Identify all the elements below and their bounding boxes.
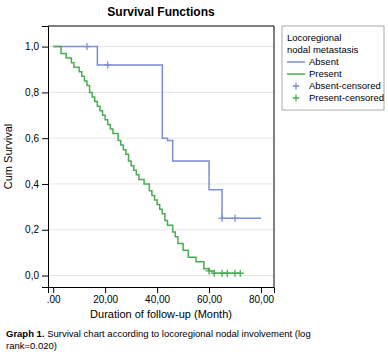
censored-marker bbox=[219, 215, 226, 222]
tick: .00 bbox=[47, 287, 61, 305]
tick: 0,4 bbox=[25, 179, 48, 190]
legend-label: Present bbox=[309, 68, 342, 79]
frame bbox=[274, 26, 275, 287]
censored-marker bbox=[83, 43, 90, 50]
tick: 0,2 bbox=[25, 224, 48, 235]
legend-symbol bbox=[287, 73, 305, 75]
tick-mark bbox=[42, 92, 48, 93]
legend-entry: Absent bbox=[287, 56, 339, 67]
tick-mark bbox=[42, 184, 48, 185]
x-axis-label: Duration of follow-up (Month) bbox=[90, 308, 232, 320]
tick-label: 20,00 bbox=[93, 294, 118, 305]
tick-label: 0,2 bbox=[25, 224, 39, 235]
tick-label: 0,0 bbox=[25, 270, 39, 281]
chart: .00 20,00 40,00 60,00 80,00 0,0 0,2 0,4 0,6 0,8 1,… bbox=[0, 0, 388, 359]
tick-label: 0,6 bbox=[25, 133, 39, 144]
y-axis: 0,0 0,2 0,4 0,6 0,8 1,0 bbox=[25, 27, 48, 288]
tick-mark bbox=[42, 276, 48, 277]
legend-label: Absent bbox=[309, 56, 339, 67]
survival-line bbox=[53, 47, 261, 219]
tick-mark bbox=[42, 47, 48, 48]
tick-mark bbox=[105, 287, 106, 293]
legend-symbol bbox=[293, 95, 300, 102]
tick: 40,00 bbox=[145, 287, 170, 305]
tick: 60,00 bbox=[197, 287, 222, 305]
censored-marker bbox=[211, 270, 218, 277]
censored-marker bbox=[104, 61, 111, 68]
legend-entry: Absent-censored bbox=[293, 80, 381, 91]
tick: 0,0 bbox=[25, 270, 48, 281]
survival-line bbox=[53, 47, 240, 274]
tick-label: .00 bbox=[47, 294, 61, 305]
tick-mark bbox=[53, 287, 54, 293]
legend-symbol bbox=[287, 61, 305, 63]
grid bbox=[48, 47, 274, 276]
tick: 0,6 bbox=[25, 133, 48, 144]
frame bbox=[48, 26, 274, 27]
legend-label: Absent-censored bbox=[309, 80, 381, 91]
tick: 20,00 bbox=[93, 287, 118, 305]
tick: 0,8 bbox=[25, 87, 48, 98]
censored-marks bbox=[83, 43, 238, 222]
y-axis-label: Cum Survival bbox=[2, 124, 14, 189]
tick-label: 80,00 bbox=[249, 294, 274, 305]
legend-label: Present-censored bbox=[309, 92, 384, 103]
tick: 1,0 bbox=[25, 41, 48, 52]
grid-line bbox=[48, 138, 274, 139]
axis-domain bbox=[49, 288, 275, 294]
legend-symbol bbox=[293, 83, 300, 90]
tick-label: 40,00 bbox=[145, 294, 170, 305]
tick-label: 0,8 bbox=[25, 87, 39, 98]
legend: Locoregionalnodal metastasisAbsentPresen… bbox=[282, 26, 384, 110]
title: Survival Functions bbox=[107, 5, 215, 19]
tick-mark bbox=[42, 138, 48, 139]
legend-entry: Present bbox=[287, 68, 342, 79]
legend-entry: Present-censored bbox=[293, 92, 384, 103]
grid-line bbox=[48, 229, 274, 230]
tick-mark bbox=[261, 287, 262, 293]
axis-domain bbox=[42, 27, 49, 288]
grid-line bbox=[48, 92, 274, 93]
tick-mark bbox=[42, 230, 48, 231]
x-axis: .00 20,00 40,00 60,00 80,00 bbox=[47, 287, 275, 305]
tick-mark bbox=[209, 287, 210, 293]
caption-text: Survival chart according to locoregional… bbox=[6, 328, 311, 351]
censored-marker bbox=[237, 270, 244, 277]
tick: 80,00 bbox=[249, 287, 274, 305]
caption-label: Graph 1. bbox=[6, 328, 45, 339]
tick-mark bbox=[157, 287, 158, 293]
legend-title: Locoregionalnodal metastasis bbox=[287, 32, 359, 55]
tick-label: 60,00 bbox=[197, 294, 222, 305]
censored-marks bbox=[206, 267, 244, 276]
plot-area: .00 20,00 40,00 60,00 80,00 0,0 0,2 0,4 0,6 0,8 1,… bbox=[25, 26, 274, 305]
grid-line bbox=[48, 183, 274, 184]
legend-frame bbox=[282, 26, 384, 110]
marks bbox=[53, 43, 261, 277]
censored-marker bbox=[224, 270, 231, 277]
tick-label: 1,0 bbox=[25, 41, 39, 52]
censored-marker bbox=[232, 215, 239, 222]
tick-label: 0,4 bbox=[25, 179, 39, 190]
